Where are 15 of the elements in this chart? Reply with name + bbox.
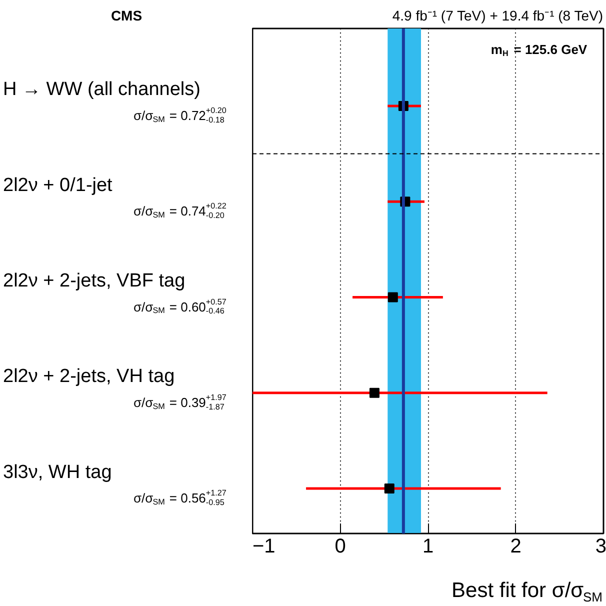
- x-tick-label: 3: [595, 536, 606, 558]
- point: [388, 292, 398, 302]
- chart-subtitle: 4.9 fb⁻¹ (7 TeV) + 19.4 fb⁻¹ (8 TeV): [392, 8, 604, 24]
- x-tick-label: −1: [252, 536, 276, 558]
- point: [384, 484, 394, 494]
- x-tick-label: 1: [422, 536, 434, 558]
- y-tick-label: H → WW (all channels): [3, 79, 200, 100]
- x-tick-label: 0: [334, 536, 346, 558]
- y-tick-label: 3l3ν, WH tag: [3, 462, 112, 483]
- y-tick-label: 2l2ν + 2-jets, VH tag: [3, 366, 175, 388]
- point: [369, 388, 380, 398]
- y-tick-label: 2l2ν + 2-jets, VBF tag: [3, 270, 186, 292]
- x-tick-label: 2: [510, 536, 522, 558]
- y-tick-label: 2l2ν + 0/1-jet: [3, 174, 114, 196]
- text: CMS: [110, 8, 142, 24]
